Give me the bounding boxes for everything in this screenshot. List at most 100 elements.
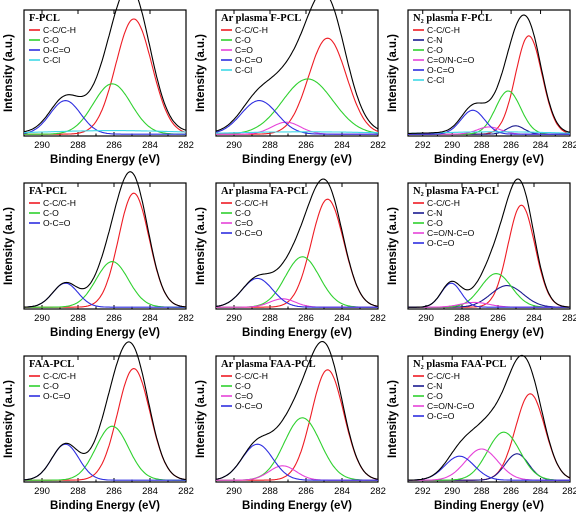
x-tick-label: 282 [370, 140, 386, 151]
x-tick-label: 282 [562, 486, 576, 497]
envelope-curve [215, 340, 379, 480]
x-axis-title: Binding Energy (eV) [434, 154, 544, 166]
legend-label-c-n: C-N [427, 208, 442, 218]
x-tick-label: 282 [562, 140, 576, 151]
envelope-curve [23, 341, 187, 481]
plot-frame [407, 355, 571, 483]
panel-title: Ar plasma FAA-PCL [221, 359, 316, 370]
legend-label-c-o: C=O [235, 45, 253, 55]
peak-c-o [216, 465, 378, 481]
x-tick-label: 282 [562, 313, 576, 324]
panel-title: F-PCL [29, 13, 60, 24]
chart-ar-plasma-fa-pcl: 290 288 286 284 282 Binding Energy (eV) Intens… [195, 178, 386, 339]
legend-label-c-c-c-h: C-C/C-H [43, 371, 76, 381]
y-axis-title: Intensity (a.u.) [195, 34, 207, 112]
legend-label-c-c-c-h: C-C/C-H [43, 198, 76, 208]
peak-c-cl [23, 130, 186, 134]
legend-label-c-cl: C-Cl [43, 55, 60, 65]
legend-label-c-o: C-O [235, 208, 251, 218]
x-tick-label: 282 [370, 486, 386, 497]
x-tick-label: 290 [34, 313, 50, 324]
legend-label-o-c-o: O-C=O [43, 391, 71, 401]
peak-c-o [24, 261, 186, 308]
plot-frame [407, 9, 571, 137]
legend-label-o-c-o: O-C=O [43, 218, 71, 228]
plot-frame [215, 182, 379, 310]
x-tick-label: 286 [106, 140, 122, 151]
x-tick-label: 284 [533, 140, 549, 151]
x-tick-label: 282 [178, 140, 194, 151]
legend-label-c-c-c-h: C-C/C-H [235, 371, 268, 381]
envelope-curve [408, 354, 571, 481]
x-tick-label: 288 [474, 486, 490, 497]
plot-frame [23, 355, 187, 483]
legend-label-c-o: C=O [235, 218, 253, 228]
x-tick-label: 288 [70, 140, 86, 151]
legend-label-c-c-c-h: C-C/C-H [43, 25, 76, 35]
chart-n2-plasma-faa-pcl: 292 290 288 286 284 282 Binding Energy (eV) Int… [387, 354, 576, 512]
x-axis-title: Binding Energy (eV) [242, 327, 352, 339]
x-axis-title: Binding Energy (eV) [50, 327, 160, 339]
chart-fa-pcl: 290 288 286 284 282 Binding Energy (eV) Intens… [3, 171, 194, 339]
x-tick-label: 286 [106, 486, 122, 497]
y-axis-title: Intensity (a.u.) [387, 380, 399, 458]
x-tick-label: 290 [444, 486, 460, 497]
peak-c-o [408, 90, 570, 135]
legend-label-c-c-c-h: C-C/C-H [235, 198, 268, 208]
x-tick-label: 284 [334, 486, 350, 497]
legend-label-c-o-n-c-o: C=O/N-C=O [427, 55, 475, 65]
legend-label-o-c-o: O-C=O [235, 228, 263, 238]
x-tick-label: 286 [298, 486, 314, 497]
peak-c-o [408, 431, 570, 481]
x-tick-label: 288 [262, 140, 278, 151]
legend-label-c-o: C-O [427, 218, 443, 228]
x-axis-title: Binding Energy (eV) [50, 500, 160, 512]
y-axis-title: Intensity (a.u.) [195, 380, 207, 458]
panel-title: Ar plasma F-PCL [221, 13, 301, 24]
envelope-curve [23, 0, 187, 133]
x-tick-label: 286 [503, 486, 519, 497]
x-tick-label: 290 [226, 140, 242, 151]
legend-label-c-o: C-O [43, 381, 59, 391]
peak-o-c-o [408, 455, 570, 481]
legend-label-o-c-o: O-C=O [235, 401, 263, 411]
legend-label-c-o-n-c-o: C=O/N-C=O [427, 401, 475, 411]
x-tick-label: 282 [178, 486, 194, 497]
legend-label-c-o: C-O [235, 35, 251, 45]
legend-label-c-o: C-O [43, 208, 59, 218]
x-tick-label: 290 [226, 486, 242, 497]
legend-label-o-c-o: O-C=O [427, 238, 455, 248]
x-tick-label: 284 [526, 313, 542, 324]
x-tick-label: 286 [503, 140, 519, 151]
chart-n2-plasma-fa-pcl: 290 288 286 284 282 Binding Energy (eV) Intens… [387, 178, 576, 339]
chart-faa-pcl: 290 288 286 284 282 Binding Energy (eV) Intens… [3, 341, 194, 512]
chart-ar-plasma-f-pcl: 290 288 286 284 282 Binding Energy (eV) Intens… [195, 0, 386, 166]
plot-frame [23, 9, 187, 137]
peak-c-o [24, 425, 186, 481]
legend-label-o-c-o: O-C=O [235, 55, 263, 65]
x-tick-label: 288 [262, 486, 278, 497]
chart-n2-plasma-f-pcl: 292 290 288 286 284 282 Binding Energy (eV) Int… [387, 9, 576, 166]
envelope-curve [215, 0, 379, 132]
legend-label-c-c-c-h: C-C/C-H [235, 25, 268, 35]
panel-title: N₂ plasma FA-PCL [413, 186, 499, 197]
legend-label-c-o: C=O [235, 391, 253, 401]
envelope-curve [215, 178, 379, 308]
panel-title: Ar plasma FA-PCL [221, 186, 308, 197]
panel-title: FAA-PCL [29, 359, 74, 370]
peak-c-o [216, 256, 378, 308]
x-tick-label: 284 [334, 140, 350, 151]
plot-frame [215, 355, 379, 483]
x-tick-label: 282 [370, 313, 386, 324]
envelope-curve [408, 178, 570, 308]
y-axis-title: Intensity (a.u.) [3, 207, 15, 285]
y-axis-title: Intensity (a.u.) [3, 34, 15, 112]
x-tick-label: 290 [34, 486, 50, 497]
y-axis-title: Intensity (a.u.) [3, 380, 15, 458]
plot-frame [215, 9, 379, 137]
legend-label-o-c-o: O-C=O [427, 411, 455, 421]
x-axis-title: Binding Energy (eV) [242, 154, 352, 166]
plot-frame [407, 182, 571, 310]
peak-o-c-o [23, 443, 186, 481]
